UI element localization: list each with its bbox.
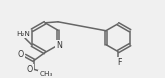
Text: O: O	[18, 50, 24, 59]
Text: F: F	[117, 58, 121, 67]
Text: N: N	[57, 41, 62, 50]
Text: H₂N: H₂N	[16, 31, 30, 37]
Text: O: O	[27, 65, 33, 74]
Text: CH₃: CH₃	[39, 71, 53, 77]
